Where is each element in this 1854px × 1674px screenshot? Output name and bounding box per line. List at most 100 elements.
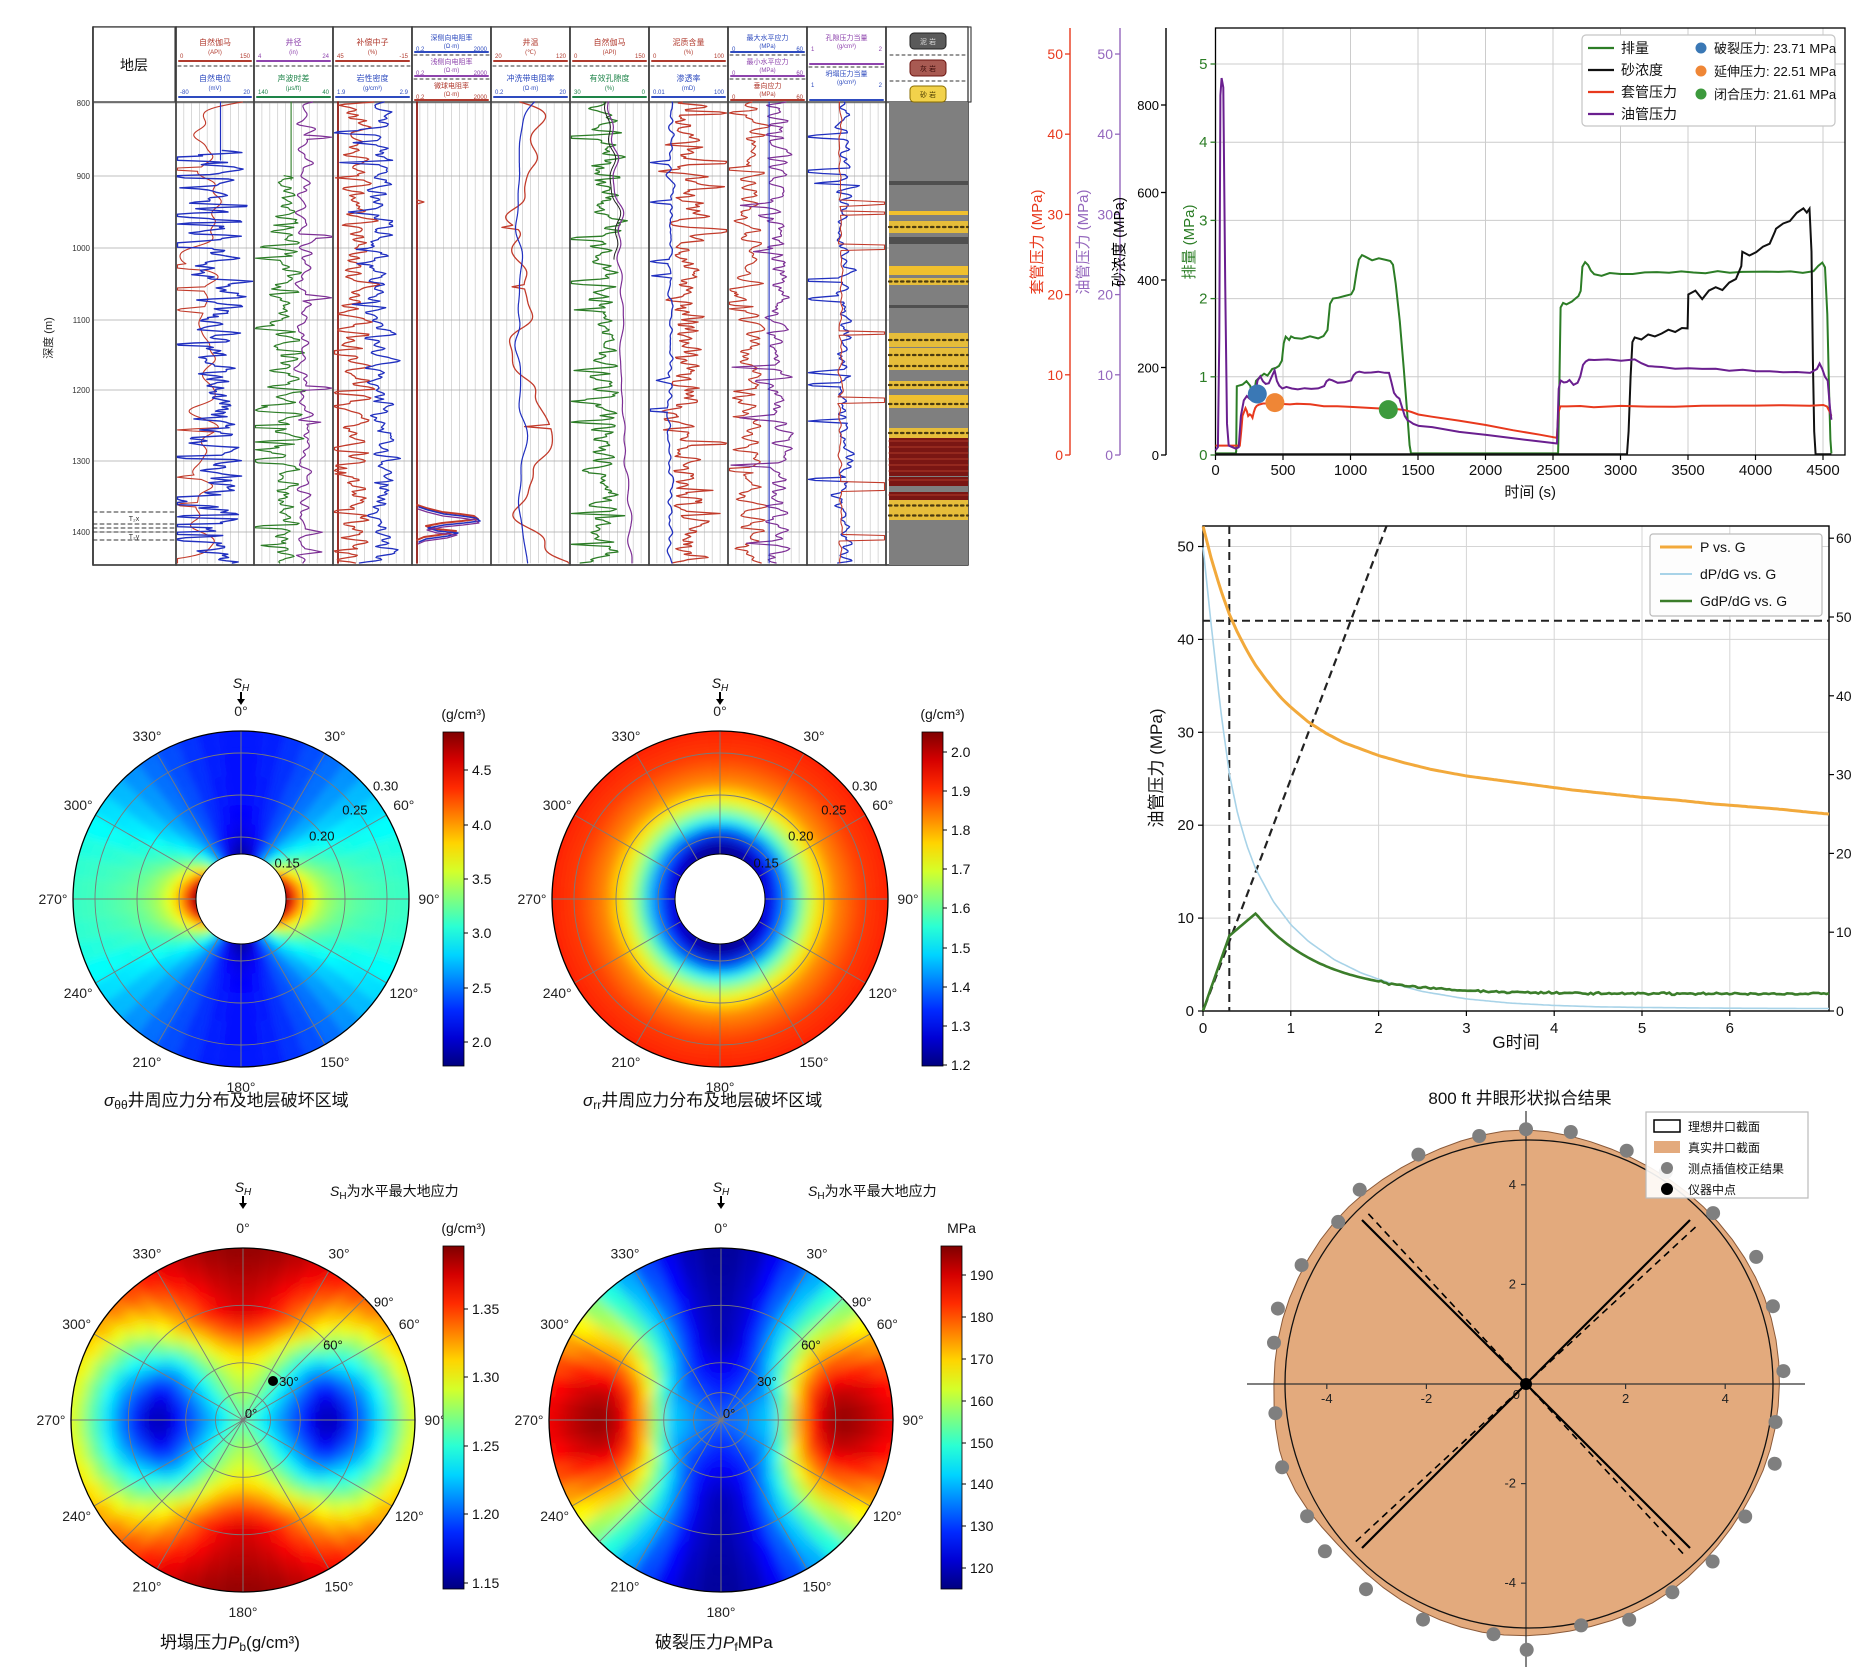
svg-text:210°: 210° <box>133 1578 162 1594</box>
svg-text:延伸压力: 22.51 MPa: 延伸压力: 22.51 MPa <box>1714 64 1837 79</box>
svg-text:90°: 90° <box>902 1412 923 1428</box>
svg-text:最大水平应力: 最大水平应力 <box>747 33 789 42</box>
svg-text:0°: 0° <box>245 1406 257 1421</box>
svg-text:(μs/ft): (μs/ft) <box>286 86 301 92</box>
svg-text:30°: 30° <box>806 1246 827 1262</box>
svg-text:5: 5 <box>1199 56 1207 73</box>
svg-text:0: 0 <box>1199 447 1207 464</box>
svg-text:0.30: 0.30 <box>852 779 877 794</box>
svg-text:T₂x: T₂x <box>129 516 140 523</box>
svg-text:2.9: 2.9 <box>400 90 409 96</box>
svg-text:150°: 150° <box>800 1054 829 1070</box>
svg-text:-2: -2 <box>1421 1391 1433 1406</box>
svg-text:(Ω·m): (Ω·m) <box>444 68 459 74</box>
svg-text:20: 20 <box>559 90 566 96</box>
svg-text:150°: 150° <box>321 1054 350 1070</box>
svg-text:4000: 4000 <box>1739 462 1772 479</box>
svg-text:1.6: 1.6 <box>951 900 971 916</box>
svg-text:微球电阻率: 微球电阻率 <box>434 81 469 90</box>
svg-text:(Ω·m): (Ω·m) <box>444 44 459 50</box>
svg-text:仪器中点: 仪器中点 <box>1688 1182 1736 1197</box>
svg-text:破裂压力PfMPa: 破裂压力PfMPa <box>655 1633 773 1654</box>
svg-text:1000: 1000 <box>72 244 90 253</box>
svg-text:泥质含量: 泥质含量 <box>673 37 705 47</box>
svg-text:T₂y: T₂y <box>129 534 140 541</box>
svg-text:井径: 井径 <box>286 37 302 47</box>
svg-text:1400: 1400 <box>72 528 90 537</box>
svg-text:(℃): (℃) <box>525 50 536 56</box>
svg-text:1.9: 1.9 <box>337 90 346 96</box>
svg-text:90°: 90° <box>852 1295 872 1310</box>
svg-text:冲洗带电阻率: 冲洗带电阻率 <box>507 73 555 83</box>
svg-text:50: 50 <box>1177 539 1194 556</box>
svg-text:2000: 2000 <box>1469 462 1502 479</box>
svg-text:270°: 270° <box>515 1412 544 1428</box>
svg-text:0.20: 0.20 <box>788 828 813 843</box>
svg-text:1: 1 <box>811 47 815 53</box>
svg-text:(Ω·m): (Ω·m) <box>523 86 538 92</box>
svg-text:油管压力 (MPa): 油管压力 (MPa) <box>1147 709 1166 828</box>
svg-text:190: 190 <box>970 1267 994 1283</box>
svg-text:1: 1 <box>1287 1020 1295 1037</box>
svg-text:(%): (%) <box>368 50 377 56</box>
svg-text:2000: 2000 <box>474 71 488 77</box>
svg-text:30: 30 <box>1177 724 1194 741</box>
svg-text:50: 50 <box>1097 46 1113 62</box>
svg-text:2.5: 2.5 <box>472 980 492 996</box>
svg-text:40: 40 <box>1177 631 1194 648</box>
svg-text:测点插值校正结果: 测点插值校正结果 <box>1688 1161 1784 1176</box>
svg-text:180: 180 <box>970 1309 994 1325</box>
svg-text:-80: -80 <box>180 90 189 96</box>
svg-text:60°: 60° <box>323 1337 343 1352</box>
svg-text:3000: 3000 <box>1604 462 1637 479</box>
svg-text:60: 60 <box>796 47 803 53</box>
svg-text:(mD): (mD) <box>682 86 695 92</box>
svg-text:6: 6 <box>1726 1020 1734 1037</box>
svg-text:坍塌压力当量: 坍塌压力当量 <box>826 69 868 78</box>
svg-text:1.5: 1.5 <box>951 940 971 956</box>
svg-text:(g/cm³): (g/cm³) <box>363 86 382 92</box>
svg-text:2: 2 <box>879 47 883 53</box>
svg-text:200: 200 <box>1137 361 1159 376</box>
svg-text:自然伽马: 自然伽马 <box>199 37 231 47</box>
svg-text:1.35: 1.35 <box>472 1301 499 1317</box>
svg-text:60°: 60° <box>399 1316 420 1332</box>
svg-text:330°: 330° <box>611 1246 640 1262</box>
svg-text:2.0: 2.0 <box>951 744 971 760</box>
svg-text:10: 10 <box>1097 367 1113 383</box>
svg-text:SH为水平最大地应力: SH为水平最大地应力 <box>808 1183 937 1202</box>
svg-text:10: 10 <box>1177 910 1194 927</box>
svg-text:300°: 300° <box>64 797 93 813</box>
svg-text:2500: 2500 <box>1536 462 1569 479</box>
svg-text:0: 0 <box>180 54 184 60</box>
svg-text:270°: 270° <box>39 891 68 907</box>
svg-text:240°: 240° <box>64 985 93 1001</box>
svg-text:0: 0 <box>1836 1003 1844 1019</box>
svg-text:60°: 60° <box>801 1337 821 1352</box>
svg-text:(g/cm³): (g/cm³) <box>920 706 964 722</box>
svg-text:0°: 0° <box>234 703 247 719</box>
svg-text:240°: 240° <box>540 1508 569 1524</box>
svg-text:4: 4 <box>1550 1020 1558 1037</box>
svg-text:2.0: 2.0 <box>472 1034 492 1050</box>
svg-text:(%): (%) <box>684 50 693 56</box>
svg-text:0.2: 0.2 <box>495 90 504 96</box>
svg-text:砂 岩: 砂 岩 <box>920 90 936 99</box>
svg-text:1.8: 1.8 <box>951 822 971 838</box>
svg-text:套管压力: 套管压力 <box>1621 84 1677 100</box>
svg-text:(API): (API) <box>603 50 617 56</box>
svg-text:400: 400 <box>1137 273 1159 288</box>
svg-text:真实井口截面: 真实井口截面 <box>1688 1140 1760 1155</box>
svg-text:1.3: 1.3 <box>951 1018 971 1034</box>
svg-text:140: 140 <box>258 90 269 96</box>
svg-text:180°: 180° <box>707 1604 736 1620</box>
svg-text:0.2: 0.2 <box>416 47 425 53</box>
svg-text:2000: 2000 <box>474 47 488 53</box>
svg-text:1000: 1000 <box>1334 462 1367 479</box>
svg-text:1200: 1200 <box>72 386 90 395</box>
svg-text:3500: 3500 <box>1671 462 1704 479</box>
svg-text:破裂压力: 23.71 MPa: 破裂压力: 23.71 MPa <box>1714 41 1837 56</box>
svg-text:330°: 330° <box>133 1246 162 1262</box>
svg-text:20: 20 <box>495 54 502 60</box>
svg-text:4500: 4500 <box>1806 462 1839 479</box>
